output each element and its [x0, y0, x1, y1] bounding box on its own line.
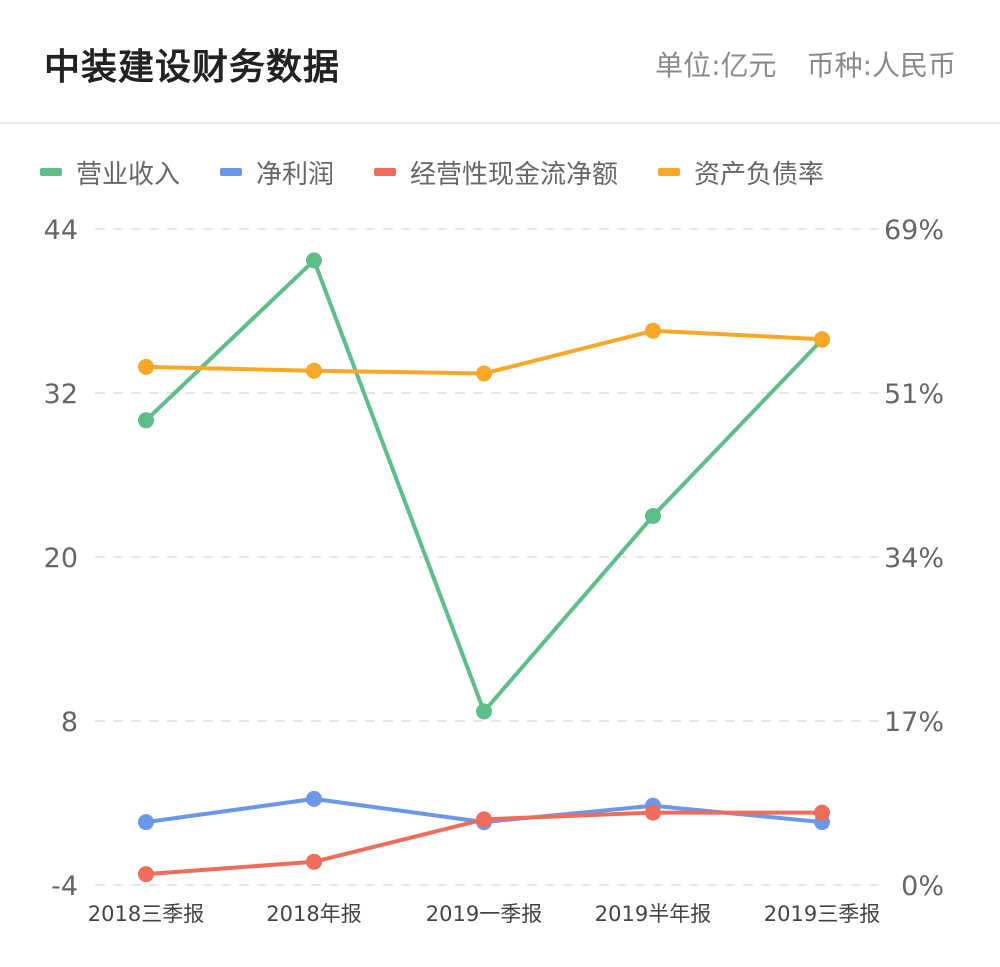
data-point	[138, 412, 154, 429]
right-axis-tick-label: 69%	[884, 215, 944, 246]
left-axis-tick-label: 20	[44, 543, 78, 574]
legend-label: 净利润	[256, 159, 335, 190]
x-axis-tick-label: 2019三季报	[764, 902, 880, 926]
legend-item-net-profit[interactable]: 净利润	[220, 154, 334, 191]
data-point	[476, 811, 492, 828]
legend-label: 经营性现金流净额	[410, 159, 619, 190]
data-point	[306, 252, 322, 269]
currency-label: 币种:人民币	[806, 49, 956, 82]
data-point	[814, 804, 830, 821]
right-axis-tick-label: 17%	[884, 707, 944, 738]
data-point	[306, 362, 322, 379]
left-axis-tick-label: 8	[61, 707, 78, 738]
data-point	[138, 358, 154, 375]
right-axis-tick-label: 34%	[884, 543, 944, 574]
unit-label: 单位:亿元	[655, 49, 777, 82]
legend-item-debt-ratio[interactable]: 资产负债率	[658, 154, 824, 191]
data-point	[645, 508, 661, 524]
legend-swatch	[658, 168, 681, 176]
data-point	[645, 804, 661, 821]
x-axis-tick-label: 2018年报	[266, 902, 361, 926]
legend-label: 资产负债率	[694, 159, 825, 190]
right-axis-tick-label: 0%	[901, 871, 944, 902]
legend-item-revenue[interactable]: 营业收入	[40, 154, 180, 191]
data-point	[306, 790, 322, 807]
legend-label: 营业收入	[76, 159, 181, 190]
data-point	[814, 331, 830, 348]
data-point	[645, 322, 661, 339]
data-point	[476, 703, 492, 720]
x-axis-tick-label: 2018三季报	[88, 902, 204, 926]
header: 中装建设财务数据 单位:亿元 币种:人民币	[0, 0, 1000, 124]
left-axis-tick-label: 32	[44, 379, 78, 410]
x-axis-tick-label: 2019一季报	[426, 902, 542, 926]
data-point	[476, 365, 492, 382]
data-point	[138, 866, 154, 883]
right-axis-tick-label: 51%	[884, 379, 944, 410]
unit-info: 单位:亿元 币种:人民币	[655, 44, 956, 84]
chart-legend: 营业收入 净利润 经营性现金流净额 资产负债率	[40, 152, 864, 192]
legend-item-cash-flow[interactable]: 经营性现金流净额	[374, 154, 618, 191]
legend-swatch	[220, 168, 243, 176]
x-axis-tick-label: 2019半年报	[595, 902, 711, 926]
data-point	[306, 853, 322, 870]
page-title: 中装建设财务数据	[44, 47, 341, 88]
series-line	[144, 258, 824, 714]
legend-swatch	[374, 168, 397, 176]
left-axis-tick-label: 44	[44, 215, 78, 246]
legend-swatch	[40, 168, 62, 176]
data-point	[138, 814, 154, 831]
left-axis-tick-label: -4	[51, 871, 78, 902]
